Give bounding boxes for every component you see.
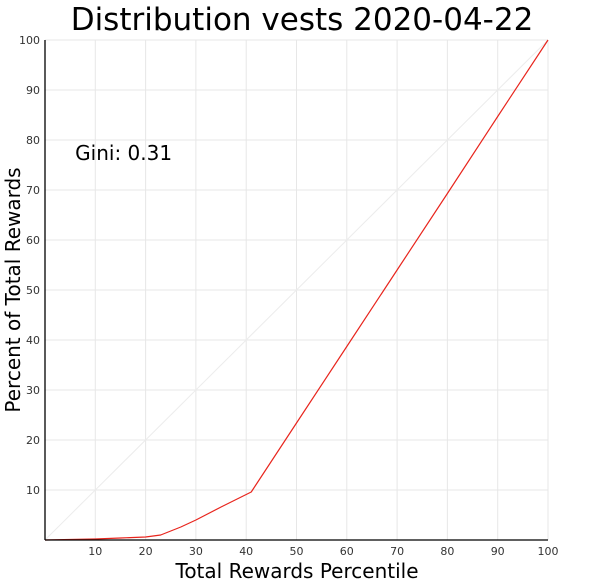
y-axis-label: Percent of Total Rewards [1,167,25,412]
gini-annotation: Gini: 0.31 [75,141,172,165]
chart-series [44,39,549,541]
axis-tick-labels: 10 20 30 40 50 60 70 80 90 100 10 20 30 40 50 60 70 80 90 1… [19,34,559,558]
x-tick-label: 100 [538,545,559,558]
x-tick-label: 80 [440,545,454,558]
x-tick-label: 60 [340,545,354,558]
y-tick-label: 40 [26,334,40,347]
x-tick-label: 20 [139,545,153,558]
lorenz-curve-line [44,39,549,541]
x-tick-label: 70 [390,545,404,558]
x-tick-label: 40 [239,545,253,558]
y-tick-label: 80 [26,134,40,147]
y-tick-label: 100 [19,34,40,47]
y-tick-label: 10 [26,484,40,497]
y-tick-label: 30 [26,384,40,397]
y-tick-label: 60 [26,234,40,247]
x-tick-label: 10 [88,545,102,558]
y-tick-label: 50 [26,284,40,297]
x-tick-label: 50 [290,545,304,558]
x-tick-label: 30 [189,545,203,558]
y-tick-label: 70 [26,184,40,197]
y-tick-label: 90 [26,84,40,97]
grid-lines [45,39,549,540]
x-tick-label: 90 [491,545,505,558]
equality-line-line [44,39,549,541]
y-tick-label: 20 [26,434,40,447]
axis-lines [44,40,548,541]
x-axis-label: Total Rewards Percentile [175,559,419,583]
chart-title: Distribution vests 2020-04-22 [71,2,534,38]
